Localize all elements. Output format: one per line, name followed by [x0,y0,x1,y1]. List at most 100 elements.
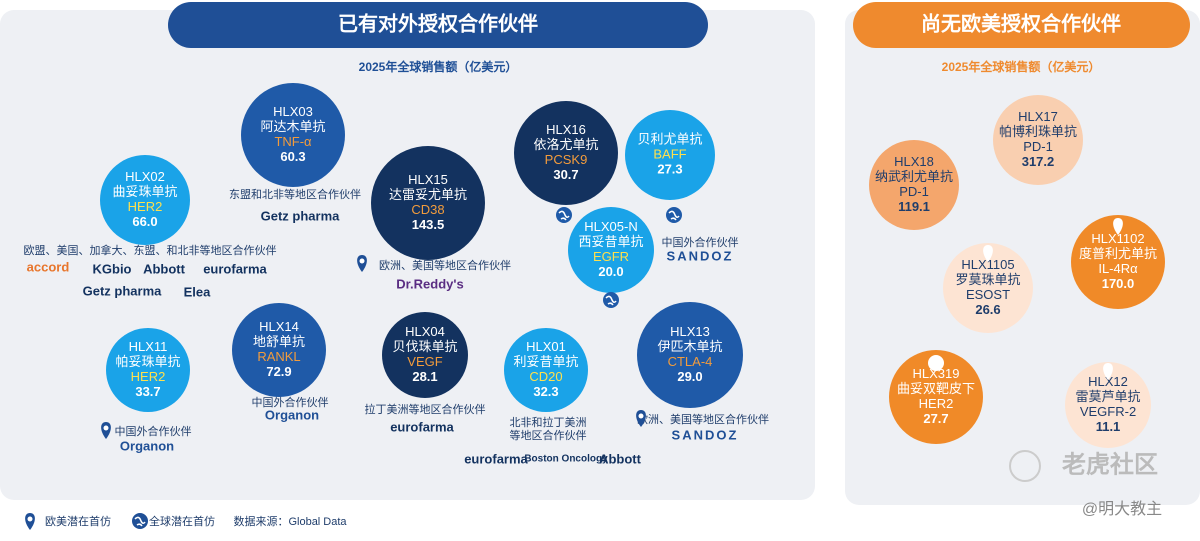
partner-logo: Elea [184,284,212,299]
product-code: HLX13 [670,324,710,339]
product-target: TNF-α [274,134,312,149]
pin-dot [359,258,365,264]
product-target: ESOST [966,287,1010,302]
product-bubble [869,140,959,230]
globe-lines [134,516,146,527]
product-sales: 27.7 [923,411,948,426]
partner-logo: KGbio [93,261,132,276]
partner-region: 等地区合作伙伴 [510,428,587,442]
watermark: 老虎社区 [1062,450,1158,478]
product-target: VEGFR-2 [1080,404,1136,419]
product-sales: 66.0 [132,214,157,229]
product-code: HLX15 [408,172,448,187]
product-bubble [943,243,1033,333]
partner-logo: Organon [120,438,174,453]
product-target: RANKL [257,349,300,364]
product-sales: 119.1 [898,199,930,214]
product-bubble [637,302,743,408]
globe-icon [556,207,572,223]
partner-logo: Getz pharma [261,208,341,223]
partner-logo: Abbott [599,451,642,466]
partner-logo: Abbott [143,261,186,276]
partner-logo: eurofarma [390,419,454,434]
product-sales: 317.2 [1022,154,1055,169]
pin-dot [103,425,109,431]
product-bubble [382,312,468,398]
product-bubble [625,110,715,200]
product-sales: 28.1 [412,369,437,384]
product-bubble [1065,362,1151,448]
partner-logo: accord [27,259,70,274]
product-sales: 143.5 [412,217,445,232]
globe-lines [668,210,680,221]
product-sales: 11.1 [1096,419,1121,434]
globe-icon [928,355,944,371]
product-bubble [106,328,190,412]
product-sales: 20.0 [598,264,623,279]
watermark: @明大教主 [1082,500,1162,518]
product-code: HLX1105 [961,257,1014,272]
product-target: PD-1 [1023,139,1053,154]
right-title: 尚无欧美授权合作伙伴 [921,11,1121,35]
product-name: 曲妥双靶皮下 [897,381,975,396]
product-name: 帕博利珠单抗 [999,124,1077,139]
right-title-pill [853,2,1190,48]
pin-dot [985,248,991,254]
pin-dot [27,516,33,522]
product-name: 阿达木单抗 [260,119,325,134]
product-code: HLX16 [546,122,586,137]
product-target: VEGF [407,354,442,369]
product-target: IL-4Rα [1098,261,1138,276]
partner-logo: Dr.Reddy's [396,276,463,291]
product-bubble [232,303,326,397]
product-sales: 170.0 [1102,276,1135,291]
product-sales: 33.7 [135,384,160,399]
product-target: HER2 [919,396,954,411]
product-code: HLX02 [125,169,165,184]
partner-logo: Getz pharma [83,283,163,298]
product-sales: 60.3 [280,149,305,164]
product-code: HLX18 [894,154,934,169]
right-subtitle: 2025年全球销售额（亿美元） [942,59,1101,74]
product-target: EGFR [593,249,629,264]
globe-lines [930,358,942,369]
product-name: 度普利尤单抗 [1079,246,1157,261]
product-bubble [889,350,983,444]
product-name: 地舒单抗 [253,334,305,349]
partner-region: 东盟和北非等地区合作伙伴 [229,187,361,201]
source: 数据来源：Global Data [233,514,347,528]
product-sales: 27.3 [657,161,682,176]
product-name: 依洛尤单抗 [533,137,598,152]
product-name: 纳武利尤单抗 [875,169,953,184]
product-name: 罗莫珠单抗 [955,272,1020,287]
product-target: PCSK9 [545,152,588,167]
product-code: HLX03 [273,104,313,119]
product-code: HLX17 [1018,109,1058,124]
product-code: HLX319 [913,366,960,381]
partner-logo: eurofarma [203,261,267,276]
product-name: 帕妥珠单抗 [115,354,180,369]
product-target: HER2 [131,369,166,384]
partner-region: 欧盟、美国、加拿大、东盟、和北非等地区合作伙伴 [24,243,277,257]
left-title: 已有对外授权合作伙伴 [338,11,538,35]
product-bubble [568,207,654,293]
globe-icon [603,292,619,308]
product-name: 达雷妥尤单抗 [389,187,467,202]
product-code: HLX04 [405,324,445,339]
product-target: PD-1 [899,184,929,199]
product-name: 西妥昔单抗 [578,234,643,249]
partner-region: 中国外合作伙伴 [662,235,739,249]
product-sales: 29.0 [677,369,702,384]
product-code: HLX01 [526,339,566,354]
product-bubble [993,95,1083,185]
left-title-pill [168,2,708,48]
pin-dot [1105,366,1111,372]
watermark-icon [1009,450,1041,482]
globe-lines [558,210,570,221]
product-name: 利妥昔单抗 [513,354,578,369]
partner-region: 中国外合作伙伴 [252,395,329,409]
product-code: HLX14 [259,319,299,334]
product-name: 雷莫芦单抗 [1075,389,1140,404]
product-target: BAFF [653,146,686,161]
